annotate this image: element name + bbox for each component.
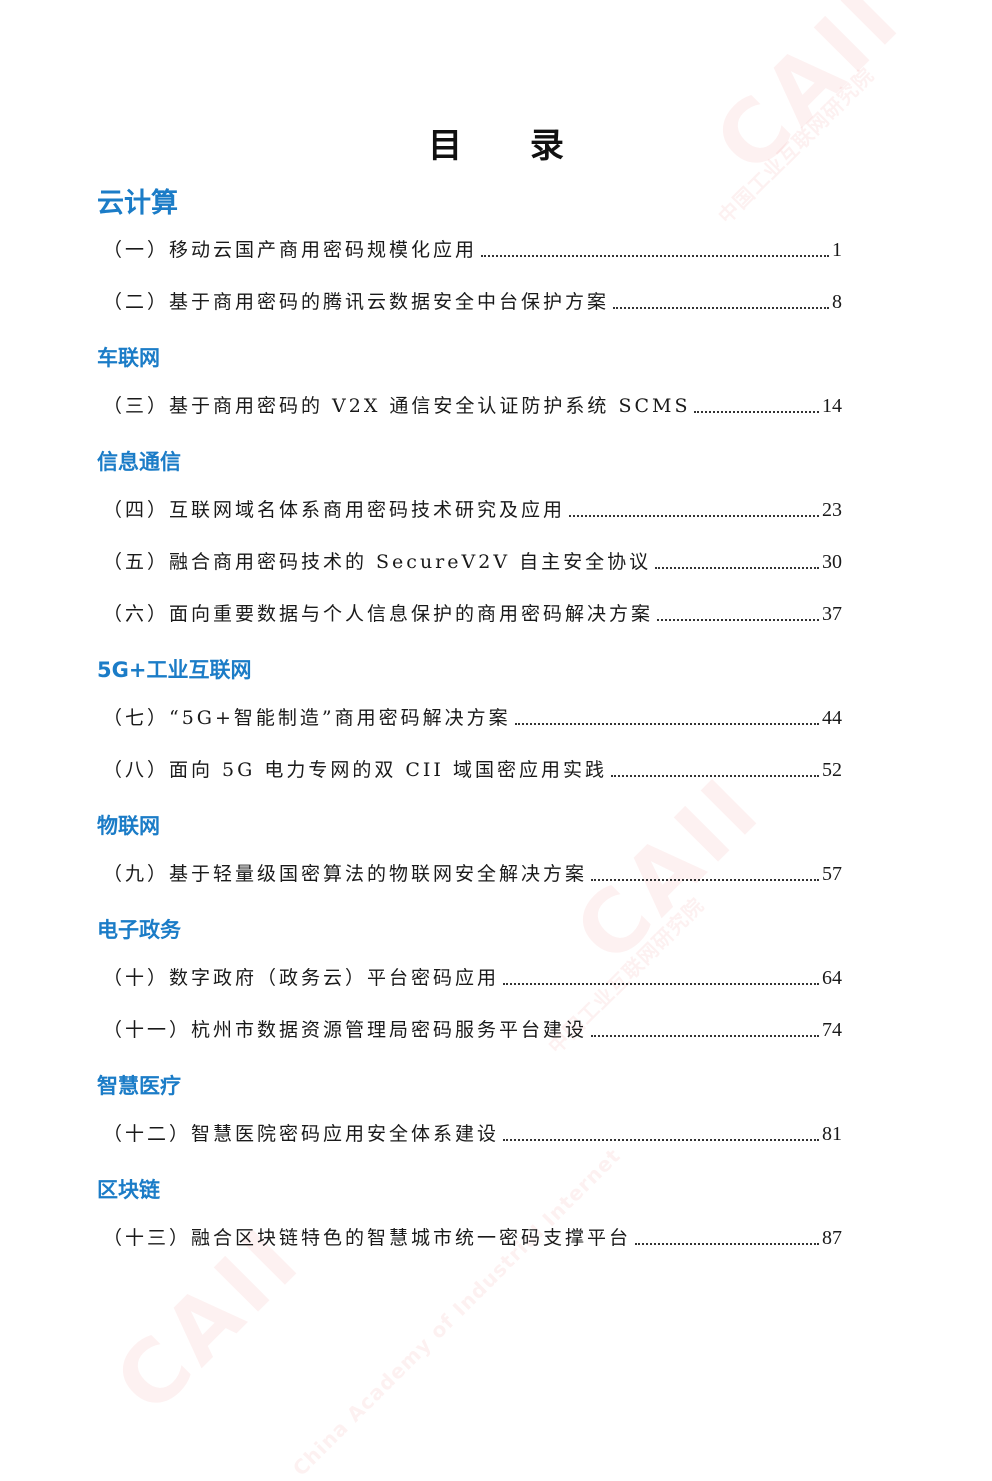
toc-entry[interactable]: （六）面向重要数据与个人信息保护的商用密码解决方案 37 [103,598,842,626]
toc-entry[interactable]: （五）融合商用密码技术的 SecureV2V 自主安全协议 30 [103,546,842,574]
toc-entry-label: （四）互联网域名体系商用密码技术研究及应用 [103,499,566,521]
toc-entry-label: （一）移动云国产商用密码规模化应用 [103,239,478,261]
toc-entry[interactable]: （三）基于商用密码的 V2X 通信安全认证防护系统 SCMS 14 [103,390,842,418]
section-heading-blockchain: 区块链 [97,1178,160,1202]
dot-leader [655,567,819,569]
dot-leader [610,775,819,777]
toc-entry[interactable]: （十三）融合区块链特色的智慧城市统一密码支撑平台 87 [103,1222,842,1250]
section-heading-5g-industrial-internet: 5G+工业互联网 [97,658,252,682]
toc-entry-label: （十）数字政府（政务云）平台密码应用 [103,967,500,989]
toc-entry[interactable]: （八）面向 5G 电力专网的双 CII 域国密应用实践 52 [103,754,842,782]
toc-entry-page: 23 [822,499,842,521]
section-heading-cloud: 云计算 [97,188,178,219]
toc-entry-label: （八）面向 5G 电力专网的双 CII 域国密应用实践 [103,759,607,781]
dot-leader [503,983,819,985]
toc-entry-page: 52 [822,759,842,781]
dot-leader [569,515,819,517]
toc-entry-label: （二）基于商用密码的腾讯云数据安全中台保护方案 [103,291,610,313]
section-heading-vehicle-network: 车联网 [97,346,160,370]
toc-page: CAII 中国工业互联网研究院 CAII 中国工业互联网研究院 CAII Chi… [97,0,922,1481]
toc-entry-label: （十三）融合区块链特色的智慧城市统一密码支撑平台 [103,1227,632,1249]
toc-entry-label: （六）面向重要数据与个人信息保护的商用密码解决方案 [103,603,654,625]
toc-entry[interactable]: （九）基于轻量级国密算法的物联网安全解决方案 57 [103,858,842,886]
toc-entry-page: 81 [822,1123,842,1145]
toc-entry-page: 30 [822,551,842,573]
toc-entry-page: 37 [822,603,842,625]
toc-entry-label: （七）“5G+智能制造”商用密码解决方案 [103,707,511,729]
toc-entry-label: （三）基于商用密码的 V2X 通信安全认证防护系统 SCMS [103,395,691,417]
toc-entry-label: （九）基于轻量级国密算法的物联网安全解决方案 [103,863,588,885]
section-heading-ict: 信息通信 [97,450,181,474]
toc-entry-page: 8 [832,291,842,313]
page-title: 目 录 [428,126,592,166]
toc-entry-page: 64 [822,967,842,989]
toc-entry-page: 87 [822,1227,842,1249]
dot-leader [635,1243,819,1245]
toc-entry[interactable]: （二）基于商用密码的腾讯云数据安全中台保护方案 8 [103,286,842,314]
toc-entry-page: 14 [822,395,842,417]
toc-entry-label: （十一）杭州市数据资源管理局密码服务平台建设 [103,1019,588,1041]
dot-leader [481,255,829,257]
toc-entry[interactable]: （十一）杭州市数据资源管理局密码服务平台建设 74 [103,1014,842,1042]
dot-leader [591,1035,819,1037]
dot-leader [591,879,819,881]
section-heading-smart-healthcare: 智慧医疗 [97,1074,181,1098]
toc-entry-page: 57 [822,863,842,885]
dot-leader [514,723,819,725]
dot-leader [657,619,819,621]
dot-leader [694,411,819,413]
toc-entry-label: （五）融合商用密码技术的 SecureV2V 自主安全协议 [103,551,652,573]
toc-entry[interactable]: （七）“5G+智能制造”商用密码解决方案 44 [103,702,842,730]
toc-entry[interactable]: （十）数字政府（政务云）平台密码应用 64 [103,962,842,990]
toc-entry[interactable]: （一）移动云国产商用密码规模化应用 1 [103,234,842,262]
dot-leader [503,1139,819,1141]
toc-entry[interactable]: （四）互联网域名体系商用密码技术研究及应用 23 [103,494,842,522]
toc-entry-page: 1 [832,239,842,261]
toc-entry-page: 44 [822,707,842,729]
toc-entry[interactable]: （十二）智慧医院密码应用安全体系建设 81 [103,1118,842,1146]
section-heading-e-government: 电子政务 [97,918,181,942]
dot-leader [613,307,829,309]
toc-entry-page: 74 [822,1019,842,1041]
toc-entry-label: （十二）智慧医院密码应用安全体系建设 [103,1123,500,1145]
watermark-org-en: China Academy of Industrial Internet [287,1143,626,1481]
section-heading-iot: 物联网 [97,814,160,838]
